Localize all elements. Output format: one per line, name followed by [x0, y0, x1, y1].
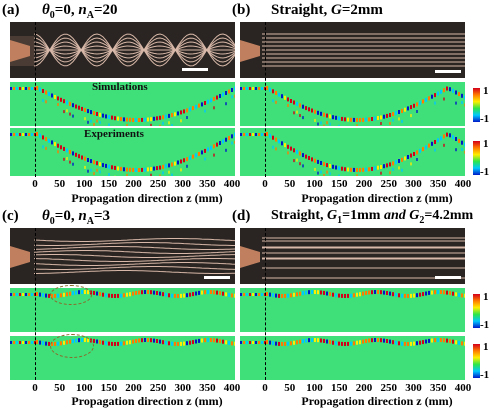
- axis-tick-label: 0: [32, 178, 38, 190]
- axis-tick-label: 250: [380, 382, 398, 394]
- axis-tick-label: 300: [405, 178, 422, 190]
- axis-tick-label: 200: [125, 178, 142, 190]
- axis-tick-label: 200: [355, 382, 373, 394]
- panel-b-title: Straight, G=2mm: [271, 2, 383, 18]
- colorbar-exp-d: [473, 344, 480, 378]
- axis-tick-label: 50: [54, 178, 66, 190]
- panel-a-sim-field: [10, 82, 235, 126]
- axis-tick-label: 50: [284, 382, 296, 394]
- colorbar-exp-min: -1: [480, 166, 490, 178]
- panel-c-experiment: [10, 336, 235, 380]
- colorbar-sim-d-max: 1: [483, 291, 489, 303]
- colorbar-sim-min: -1: [480, 113, 490, 125]
- panel-c-photo: [10, 228, 235, 284]
- panel-a-exp-label: Experiments: [84, 128, 144, 140]
- axis-tick-label: 300: [405, 382, 422, 394]
- panel-d-sim-field: [240, 288, 465, 332]
- axis-tick-label: 0: [32, 382, 38, 394]
- panel-a-waveguide-photo: [10, 22, 235, 78]
- panel-a-simulation: [10, 82, 235, 126]
- panel-d-xlabel: Propagation direction z (mm): [301, 394, 453, 408]
- panel-d-simulation: [240, 288, 465, 332]
- panel-d-waveguide-photo: [240, 228, 465, 284]
- axis-tick-label: 250: [380, 178, 398, 190]
- panel-a-xlabel: Propagation direction z (mm): [71, 191, 223, 205]
- panel-c-sim-ellipse: [50, 285, 92, 305]
- panel-a-experiment: [10, 128, 235, 176]
- colorbar-sim-max: 1: [483, 85, 489, 97]
- axis-tick-label: 350: [199, 382, 216, 394]
- panel-b-exp-field: [240, 128, 465, 176]
- axis-tick-label: 400: [454, 178, 472, 190]
- panel-c-xlabel: Propagation direction z (mm): [71, 394, 223, 408]
- axis-tick-label: 50: [284, 178, 296, 190]
- panel-a-exp-field: [10, 128, 235, 176]
- colorbar-sim: [473, 88, 480, 122]
- panel-b-dashed-line: [265, 22, 266, 177]
- axis-tick-label: 150: [331, 178, 348, 190]
- panel-c-label: (c): [2, 208, 19, 224]
- panel-b-sim-field: [240, 82, 465, 126]
- axis-tick-label: 0: [262, 178, 268, 190]
- axis-tick-label: 250: [149, 178, 167, 190]
- panel-b-label: (b): [232, 2, 251, 18]
- panel-d-experiment: [240, 336, 465, 380]
- panel-a-title: θ0=0, nA=20: [42, 2, 118, 21]
- panel-b-simulation: [240, 82, 465, 126]
- axis-tick-label: 350: [430, 382, 447, 394]
- axis-tick-label: 350: [199, 178, 216, 190]
- axis-ticks-top-row: 0 50 100 150 200 250 300 350 400 0 50 100 150 200 250 3…: [0, 178, 500, 192]
- panel-a-dashed-line: [35, 22, 36, 177]
- axis-tick-label: 400: [223, 382, 241, 394]
- axis-tick-label: 50: [54, 382, 66, 394]
- panel-d-title: Straight, G1=1mm and G2=4.2mm: [271, 208, 474, 226]
- colorbar-exp-max: 1: [483, 138, 489, 150]
- axis-ticks-bottom-row: 0 50 100 150 200 250 300 350 400 0 50 100 150 200 250 3…: [0, 382, 500, 396]
- panel-d-dashed-line: [265, 228, 266, 380]
- colorbar-sim-d-min: -1: [480, 319, 490, 331]
- axis-tick-label: 200: [125, 382, 142, 394]
- panel-c-exp-ellipse: [50, 334, 94, 358]
- panel-b-experiment: [240, 128, 465, 176]
- axis-tick-label: 150: [331, 382, 348, 394]
- axis-tick-label: 150: [100, 382, 118, 394]
- axis-tick-label: 100: [76, 178, 93, 190]
- panel-a-sim-label: Simulations: [92, 81, 148, 93]
- axis-tick-label: 400: [223, 178, 241, 190]
- panel-c-waveguide-photo: [10, 228, 235, 284]
- panel-c-title: θ0=0, nA=3: [42, 208, 110, 227]
- axis-tick-label: 300: [174, 382, 192, 394]
- panel-c-sim-field: [10, 288, 235, 332]
- axis-tick-label: 300: [174, 178, 192, 190]
- axis-tick-label: 100: [306, 178, 323, 190]
- panel-d-photo: [240, 228, 465, 284]
- colorbar-exp-d-max: 1: [483, 341, 489, 353]
- panel-b-waveguide-photo: [240, 22, 465, 78]
- panel-b-xlabel: Propagation direction z (mm): [301, 191, 453, 205]
- axis-tick-label: 200: [355, 178, 373, 190]
- panel-d-exp-field: [240, 336, 465, 380]
- axis-tick-label: 250: [149, 382, 167, 394]
- axis-tick-label: 350: [430, 178, 447, 190]
- panel-d-label: (d): [232, 208, 251, 224]
- colorbar-exp-d-min: -1: [480, 369, 490, 381]
- panel-a-label: (a): [2, 2, 20, 18]
- colorbar-exp: [473, 141, 480, 175]
- panel-c-simulation: [10, 288, 235, 332]
- panel-c-exp-field: [10, 336, 235, 380]
- axis-tick-label: 0: [262, 382, 268, 394]
- axis-tick-label: 100: [76, 382, 93, 394]
- panel-c-dashed-line: [35, 228, 36, 380]
- axis-tick-label: 150: [100, 178, 118, 190]
- panel-b-photo: [240, 22, 465, 78]
- colorbar-sim-d: [473, 294, 480, 328]
- panel-a-photo: [10, 22, 235, 78]
- axis-tick-label: 400: [454, 382, 472, 394]
- axis-tick-label: 100: [306, 382, 323, 394]
